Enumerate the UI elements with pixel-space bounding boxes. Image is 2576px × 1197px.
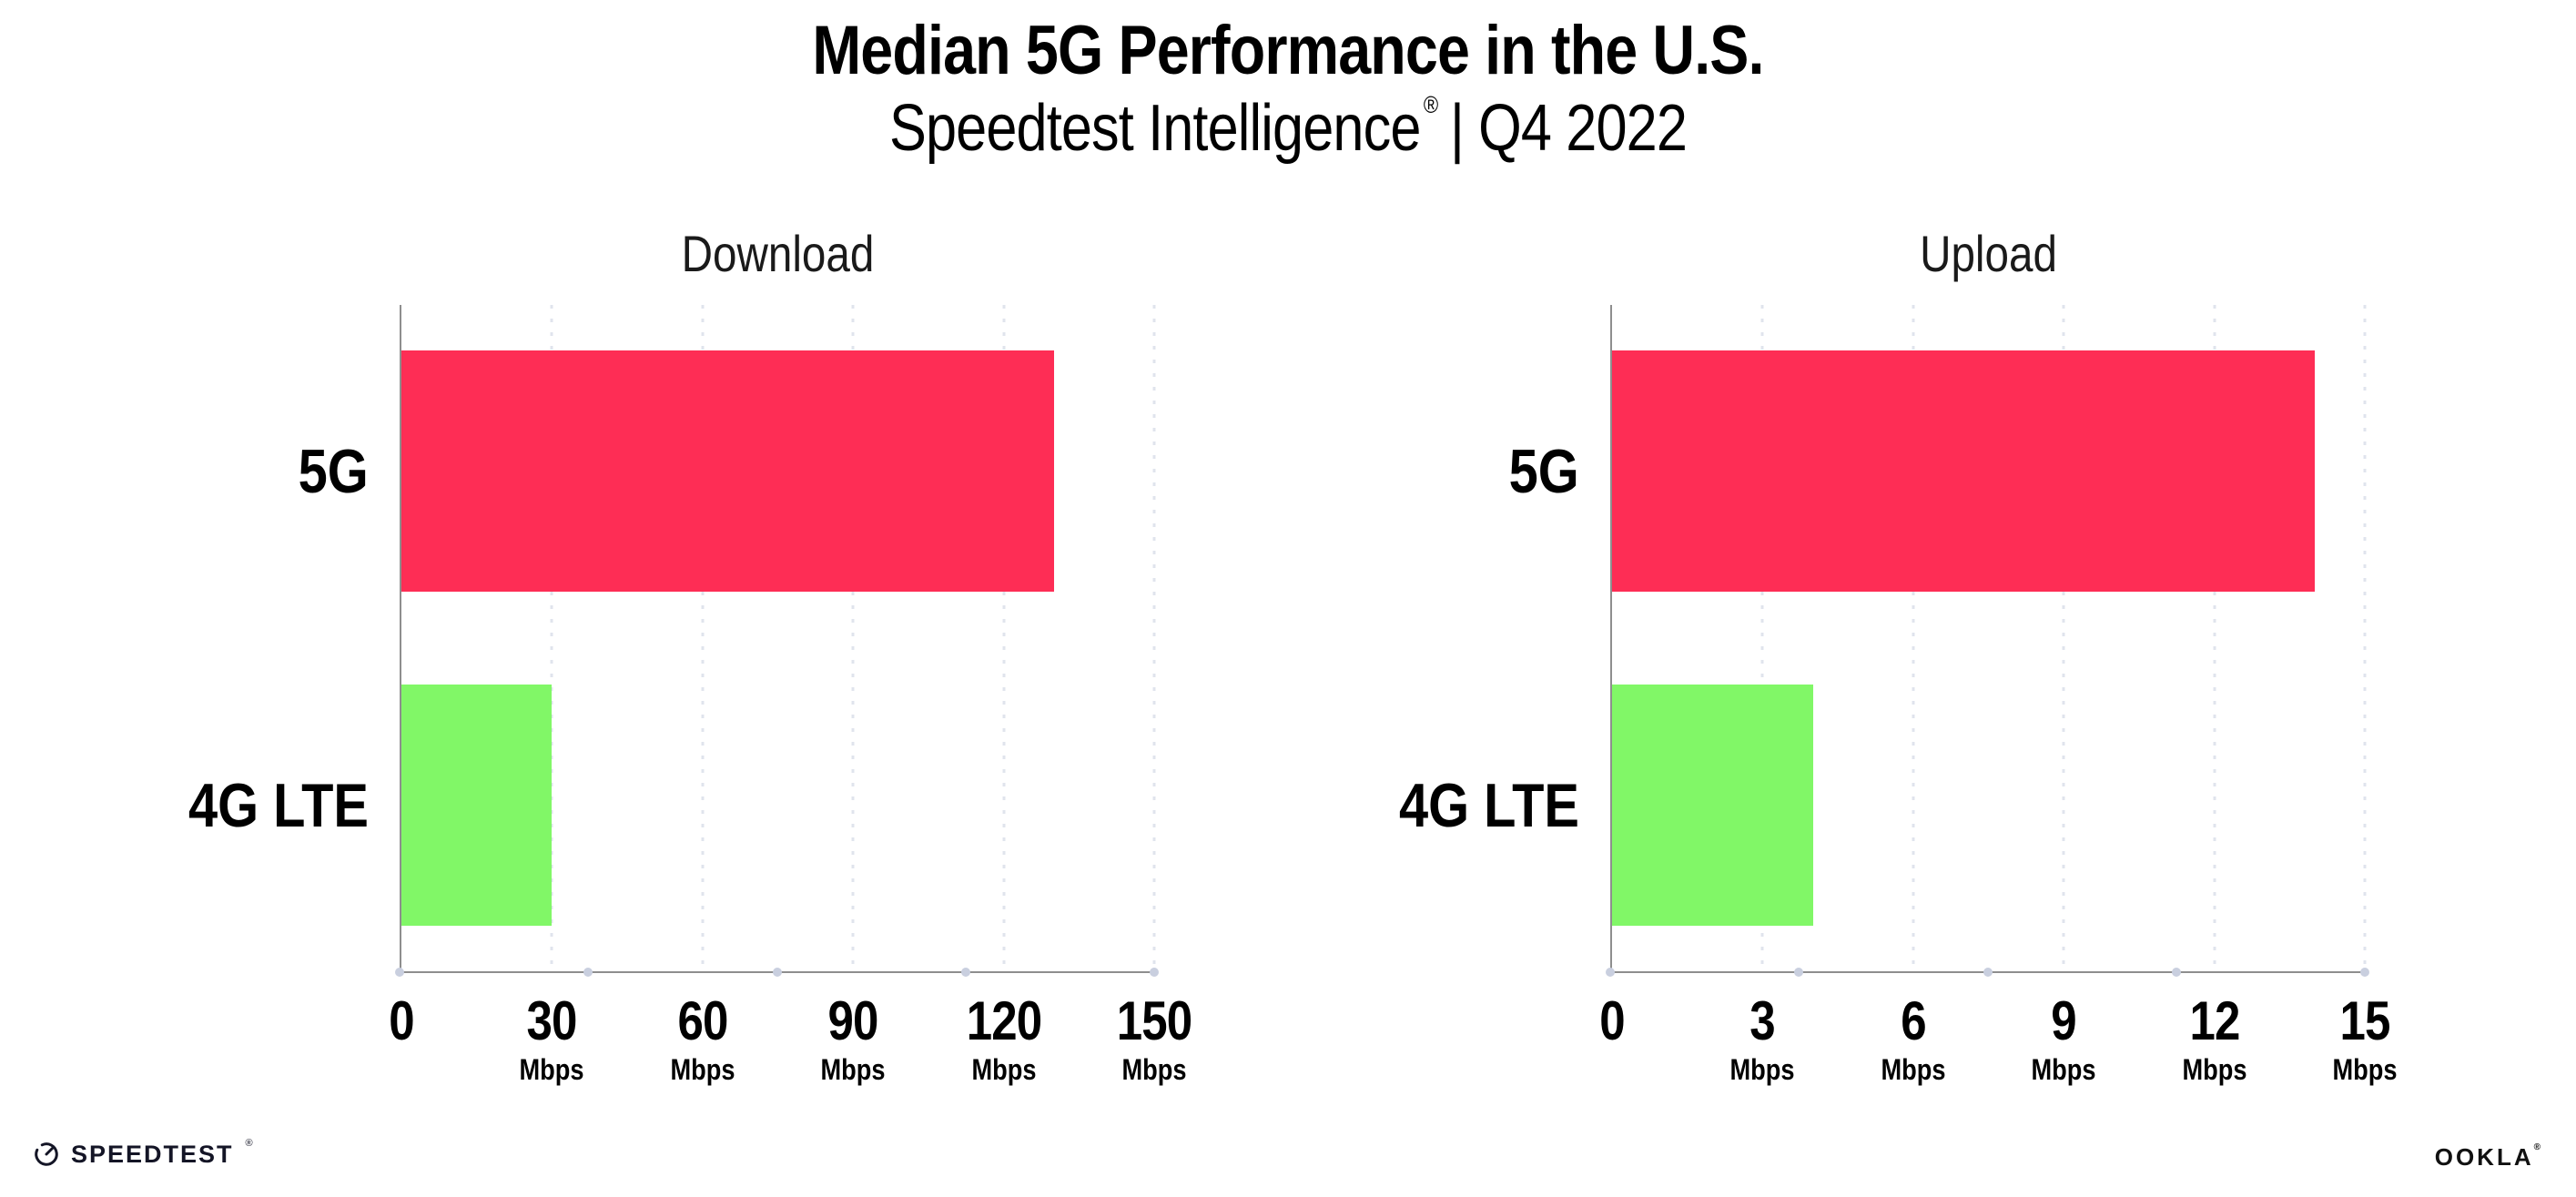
axis-tick-dot <box>395 968 404 977</box>
x-tick-unit: Mbps <box>670 1053 735 1086</box>
bar-4g-lte-upload <box>1612 685 1813 926</box>
axis-tick-dot <box>1150 968 1159 977</box>
registered-trademark-symbol: ® <box>1423 91 1438 118</box>
speedtest-wordmark: SPEEDTEST <box>71 1140 234 1168</box>
x-tick-label: 12 Mbps <box>2182 990 2247 1087</box>
x-tick-label: 0 <box>1599 993 1625 1050</box>
x-tick-label: 90 Mbps <box>820 990 886 1087</box>
x-tick-value: 0 <box>1599 990 1625 1051</box>
gridline <box>2062 305 2065 971</box>
category-label-5g: 5G <box>1508 436 1579 506</box>
axis-tick-dot <box>1606 968 1615 977</box>
gridline <box>2363 305 2367 971</box>
ookla-wordmark: OOKLA <box>2434 1143 2534 1171</box>
ookla-logo: OOKLA ® <box>2434 1142 2543 1172</box>
download-plot-area: 5G 4G LTE 0 30 Mbps 60 Mbps 90 Mbps 120 Mbps 150 M… <box>188 305 1192 1086</box>
page-title: Median 5G Performance in the U.S. <box>812 12 1764 89</box>
x-tick-label: 15 Mbps <box>2332 990 2398 1087</box>
x-tick-value: 120 <box>966 990 1041 1051</box>
axis-tick-dot <box>583 968 593 977</box>
y-axis-line <box>1610 305 1612 973</box>
x-tick-unit: Mbps <box>2332 1053 2398 1086</box>
axis-tick-dot <box>960 968 970 977</box>
gridline <box>1760 305 1764 971</box>
category-label-4g-lte: 4G LTE <box>1398 770 1579 840</box>
gridline <box>701 305 705 971</box>
gridline <box>1152 305 1156 971</box>
page-subtitle: Speedtest Intelligence ® | Q4 2022 <box>193 91 2383 166</box>
x-tick-value: 0 <box>389 990 414 1051</box>
x-axis-line <box>395 968 1159 977</box>
axis-tick-dot <box>772 968 782 977</box>
x-tick-value: 90 <box>827 990 879 1051</box>
subtitle-brand: Speedtest Intelligence <box>888 92 1421 165</box>
x-tick-label: 9 Mbps <box>2031 990 2096 1087</box>
gridline <box>2213 305 2216 971</box>
category-label-5g: 5G <box>298 436 369 506</box>
x-tick-label: 120 Mbps <box>966 990 1041 1087</box>
x-axis-line <box>1606 968 2369 977</box>
bar-4g-lte-download <box>401 685 553 926</box>
gridline <box>1002 305 1006 971</box>
x-tick-unit: Mbps <box>519 1053 584 1086</box>
gauge-icon <box>33 1141 60 1168</box>
x-tick-label: 6 Mbps <box>1881 990 1946 1087</box>
speedtest-registered-mark: ® <box>245 1138 253 1149</box>
x-tick-unit: Mbps <box>971 1053 1037 1086</box>
x-tick-value: 3 <box>1749 990 1776 1051</box>
x-tick-label: 60 Mbps <box>670 990 735 1087</box>
x-tick-value: 6 <box>1901 990 1926 1051</box>
x-tick-label: 0 <box>389 993 414 1050</box>
x-tick-unit: Mbps <box>1121 1053 1187 1086</box>
gridline <box>550 305 553 971</box>
gridline <box>851 305 855 971</box>
bar-5g-download <box>401 350 1054 592</box>
x-tick-label: 30 Mbps <box>519 990 584 1087</box>
x-tick-label: 150 Mbps <box>1116 990 1192 1087</box>
category-label-4g-lte: 4G LTE <box>188 770 369 840</box>
x-tick-unit: Mbps <box>1729 1053 1795 1086</box>
x-tick-label: 3 Mbps <box>1729 990 1795 1087</box>
subtitle-period: | Q4 2022 <box>1449 92 1688 165</box>
axis-tick-dot <box>1794 968 1804 977</box>
upload-chart-title: Upload <box>1920 225 2057 282</box>
axis-tick-dot <box>1983 968 1993 977</box>
x-tick-value: 9 <box>2051 990 2076 1051</box>
x-tick-value: 30 <box>526 990 578 1051</box>
x-tick-unit: Mbps <box>1881 1053 1946 1086</box>
x-tick-value: 150 <box>1116 990 1192 1051</box>
x-tick-unit: Mbps <box>2031 1053 2096 1086</box>
y-axis-line <box>400 305 401 973</box>
x-tick-value: 15 <box>2339 990 2390 1051</box>
speedtest-logo: SPEEDTEST ® <box>33 1138 253 1171</box>
axis-tick-dot <box>2360 968 2369 977</box>
ookla-registered-mark: ® <box>2533 1142 2543 1152</box>
x-tick-unit: Mbps <box>820 1053 886 1086</box>
bar-5g-upload <box>1612 350 2315 592</box>
download-chart-title: Download <box>681 225 875 282</box>
x-tick-unit: Mbps <box>2182 1053 2247 1086</box>
axis-tick-dot <box>2171 968 2181 977</box>
x-tick-value: 12 <box>2189 990 2240 1051</box>
upload-plot-area: 5G 4G LTE 0 3 Mbps 6 Mbps 9 Mbps 12 Mbps 15 Mbps <box>1399 305 2398 1086</box>
gridline <box>1912 305 1915 971</box>
x-tick-value: 60 <box>677 990 728 1051</box>
